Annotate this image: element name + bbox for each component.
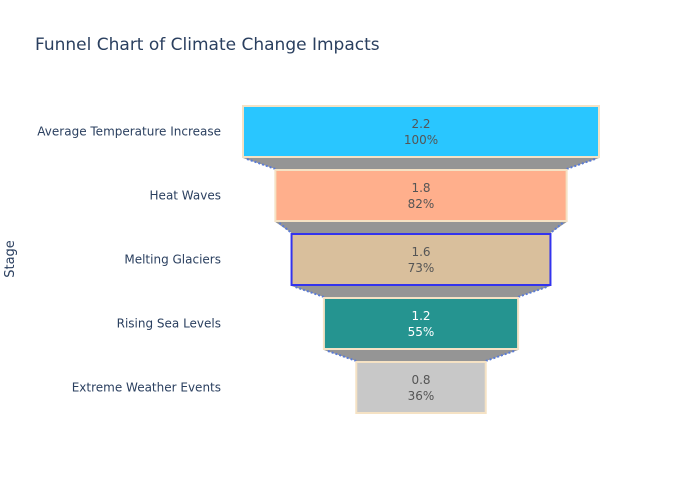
connector-edge-left — [327, 350, 357, 362]
stage-label: Heat Waves — [150, 189, 221, 203]
connector-edge-right — [517, 286, 547, 298]
connector-edge-right — [485, 350, 515, 362]
funnel-bar — [322, 297, 520, 350]
funnel-bar — [355, 361, 487, 414]
stage-label: Melting Glaciers — [124, 253, 221, 267]
funnel-bar — [242, 105, 600, 158]
stage-label: Average Temperature Increase — [37, 125, 221, 139]
funnel-connectors — [243, 158, 599, 362]
chart-title: Funnel Chart of Climate Change Impacts — [35, 35, 380, 55]
stage-label: Extreme Weather Events — [72, 381, 221, 395]
connector-edge-right — [566, 158, 596, 170]
bar-percent-label: 82% — [408, 197, 435, 211]
funnel-connector — [243, 158, 599, 169]
bar-value-label: 0.8 — [411, 373, 430, 387]
stage-labels: Average Temperature Increase Heat Waves Me… — [37, 125, 221, 395]
bar-value-label: 2.2 — [411, 117, 430, 131]
bar-percent-label: 36% — [408, 389, 435, 403]
bar-value-label: 1.2 — [411, 309, 430, 323]
bar-value-label: 1.6 — [411, 245, 430, 259]
funnel-bars: 2.2 100% 1.8 82% 1.6 73% 1.2 55% 0.8 36% — [242, 105, 600, 414]
connector-edge-left — [246, 158, 276, 170]
bar-percent-label: 73% — [408, 261, 435, 275]
funnel-connector — [291, 286, 551, 297]
bar-percent-label: 100% — [404, 133, 438, 147]
funnel-bar — [274, 169, 568, 222]
funnel-connector — [275, 222, 567, 233]
y-axis-label: Stage — [3, 240, 18, 278]
bar-percent-label: 55% — [408, 325, 435, 339]
funnel-bar — [290, 233, 552, 286]
stage-label: Rising Sea Levels — [117, 317, 221, 331]
connector-edge-left — [295, 286, 325, 298]
bar-value-label: 1.8 — [411, 181, 430, 195]
connector-edge-left — [278, 222, 293, 234]
connector-edge-right — [549, 222, 564, 234]
funnel-connector — [323, 350, 519, 361]
